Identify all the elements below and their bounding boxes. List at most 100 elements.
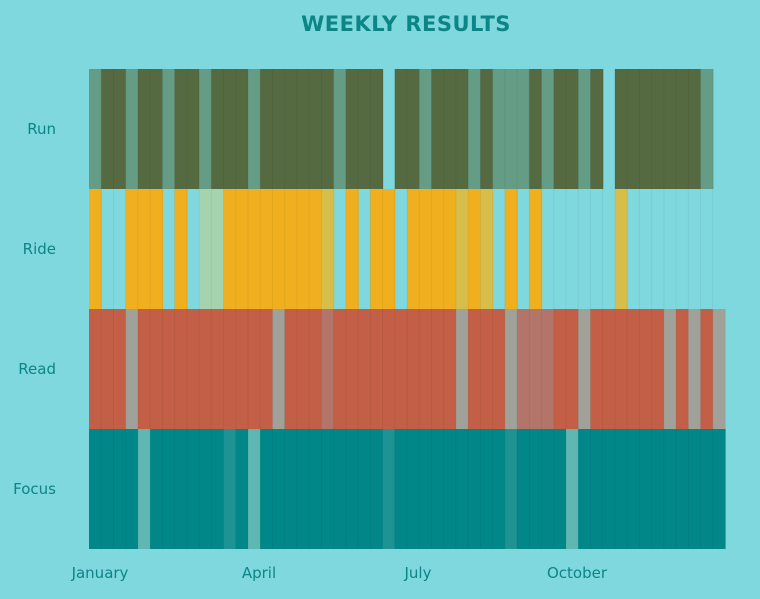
- cell-focus-week-9: [186, 429, 200, 549]
- cell-run-week-37: [529, 69, 543, 189]
- cell-focus-week-7: [162, 429, 176, 549]
- cell-focus-week-22: [345, 429, 359, 549]
- cell-read-week-33: [480, 309, 494, 429]
- cell-read-week-37: [529, 309, 543, 429]
- cell-read-week-39: [553, 309, 567, 429]
- cell-ride-week-10: [199, 189, 212, 309]
- cell-focus-week-24: [370, 429, 384, 549]
- cell-focus-week-47: [651, 429, 665, 549]
- cell-run-week-21: [333, 69, 347, 189]
- cell-run-week-48: [663, 69, 677, 189]
- cell-run-week-23: [358, 69, 371, 189]
- cell-focus-week-40: [566, 429, 579, 549]
- cell-run-week-7: [162, 69, 176, 189]
- cell-ride-week-24: [370, 189, 384, 309]
- cell-ride-week-5: [137, 189, 151, 309]
- cell-focus-week-33: [480, 429, 494, 549]
- cell-ride-week-33: [480, 189, 494, 309]
- cell-focus-week-27: [407, 429, 420, 549]
- cell-focus-week-23: [358, 429, 371, 549]
- cell-ride-week-17: [284, 189, 298, 309]
- cell-read-week-17: [284, 309, 298, 429]
- cell-run-week-40: [566, 69, 579, 189]
- cell-ride-week-1: [89, 189, 102, 309]
- cell-ride-week-25: [382, 189, 396, 309]
- cell-read-week-7: [162, 309, 176, 429]
- cell-focus-week-46: [639, 429, 653, 549]
- cell-focus-week-6: [150, 429, 163, 549]
- cell-read-week-45: [627, 309, 640, 429]
- cell-focus-week-51: [700, 429, 714, 549]
- cell-focus-week-19: [309, 429, 322, 549]
- cell-run-week-44: [614, 69, 628, 189]
- cell-focus-week-14: [248, 429, 261, 549]
- cell-read-week-52: [712, 309, 726, 429]
- cell-read-week-30: [443, 309, 457, 429]
- cell-read-week-20: [321, 309, 335, 429]
- cell-ride-week-35: [504, 189, 518, 309]
- cell-focus-week-4: [125, 429, 139, 549]
- cell-focus-week-15: [260, 429, 274, 549]
- cell-run-week-22: [345, 69, 359, 189]
- cell-ride-week-13: [235, 189, 249, 309]
- cell-run-week-28: [419, 69, 433, 189]
- cell-run-week-49: [676, 69, 689, 189]
- cell-run-week-13: [235, 69, 249, 189]
- cell-focus-week-38: [541, 429, 555, 549]
- cell-run-week-38: [541, 69, 555, 189]
- cell-focus-week-18: [296, 429, 310, 549]
- cell-run-week-12: [223, 69, 237, 189]
- cell-read-week-25: [382, 309, 396, 429]
- cell-ride-week-18: [296, 189, 310, 309]
- cell-read-week-5: [137, 309, 151, 429]
- cell-run-week-11: [211, 69, 225, 189]
- cell-read-week-15: [260, 309, 274, 429]
- cell-ride-week-15: [260, 189, 274, 309]
- cell-run-week-19: [309, 69, 322, 189]
- cell-read-week-34: [492, 309, 506, 429]
- cell-focus-week-5: [137, 429, 151, 549]
- row-label-focus: Focus: [13, 480, 56, 498]
- cell-read-week-47: [651, 309, 665, 429]
- cell-ride-week-16: [272, 189, 286, 309]
- cell-run-week-9: [186, 69, 200, 189]
- cell-focus-week-34: [492, 429, 506, 549]
- cell-read-week-28: [419, 309, 433, 429]
- cell-run-week-29: [431, 69, 445, 189]
- cell-focus-week-25: [382, 429, 396, 549]
- cell-focus-week-37: [529, 429, 543, 549]
- cell-run-week-16: [272, 69, 286, 189]
- cell-focus-week-10: [199, 429, 212, 549]
- cell-ride-week-32: [468, 189, 481, 309]
- cell-read-week-23: [358, 309, 371, 429]
- cell-read-week-38: [541, 309, 555, 429]
- row-label-run: Run: [27, 120, 56, 138]
- cell-read-week-6: [150, 309, 163, 429]
- cell-run-week-17: [284, 69, 298, 189]
- cell-run-week-42: [590, 69, 604, 189]
- cell-ride-week-31: [455, 189, 469, 309]
- cell-run-week-2: [101, 69, 115, 189]
- cell-read-week-32: [468, 309, 481, 429]
- cell-ride-week-28: [419, 189, 433, 309]
- cell-focus-week-35: [504, 429, 518, 549]
- cell-run-week-47: [651, 69, 665, 189]
- cell-run-week-10: [199, 69, 212, 189]
- cell-read-week-2: [101, 309, 115, 429]
- cell-ride-week-37: [529, 189, 543, 309]
- cell-focus-week-8: [174, 429, 188, 549]
- cell-focus-week-2: [101, 429, 115, 549]
- cell-ride-week-12: [223, 189, 237, 309]
- cell-run-week-20: [321, 69, 335, 189]
- cell-focus-week-45: [627, 429, 640, 549]
- chart-title: WEEKLY RESULTS: [301, 12, 511, 36]
- cell-focus-week-16: [272, 429, 286, 549]
- cell-read-week-26: [394, 309, 408, 429]
- cell-focus-week-30: [443, 429, 457, 549]
- cell-ride-week-8: [174, 189, 188, 309]
- cell-read-week-44: [614, 309, 628, 429]
- cell-run-week-31: [455, 69, 469, 189]
- x-tick-april: April: [242, 564, 276, 582]
